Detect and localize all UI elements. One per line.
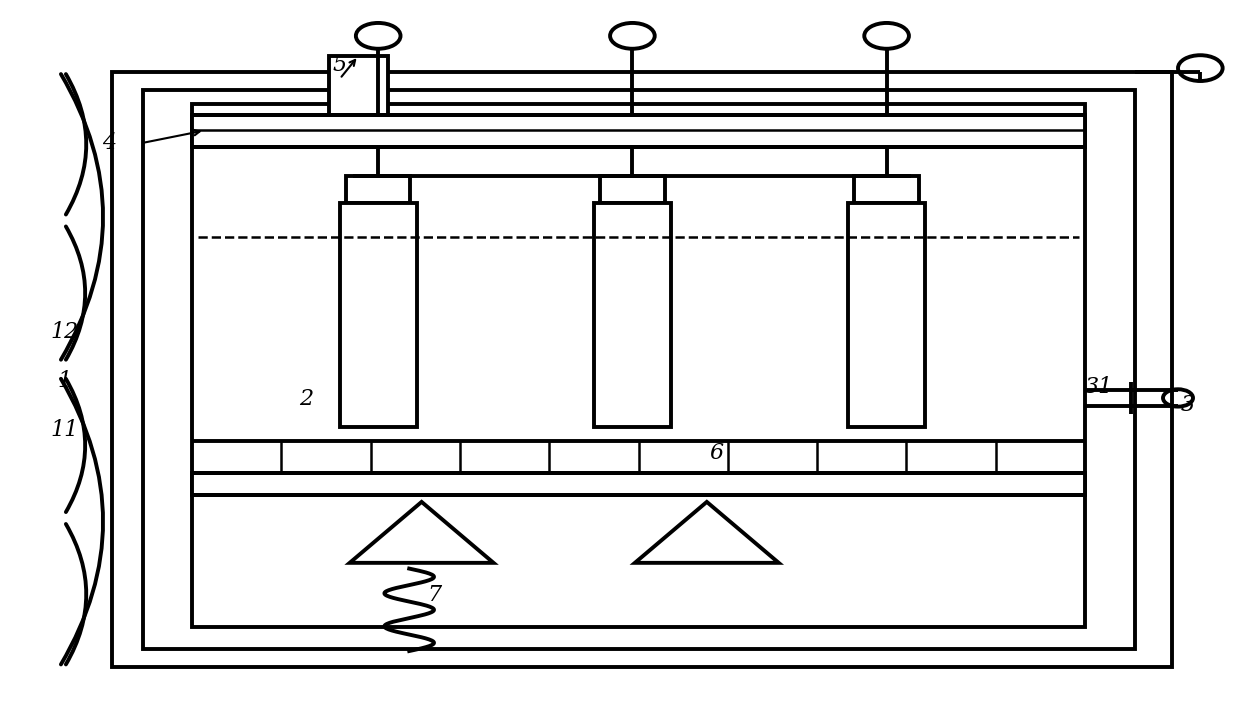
Bar [112,72,1172,667]
Text: 5: 5 [332,54,347,75]
Bar [192,115,1085,147]
Text: 7: 7 [427,584,441,606]
Bar [594,203,671,427]
Text: 6: 6 [709,442,724,464]
Bar [346,176,410,203]
Text: 31: 31 [1085,376,1112,398]
Bar [192,104,1085,627]
Bar [854,176,919,203]
Text: 12: 12 [51,321,78,343]
Bar [340,203,417,427]
Bar [600,176,665,203]
Bar [192,473,1085,495]
Text: 3: 3 [1180,394,1195,416]
Text: 11: 11 [51,419,78,441]
Text: 4: 4 [102,133,117,154]
Text: 1: 1 [57,371,72,392]
Bar [143,90,1135,649]
Text: 2: 2 [299,389,314,410]
Bar [848,203,925,427]
Bar [329,56,388,115]
